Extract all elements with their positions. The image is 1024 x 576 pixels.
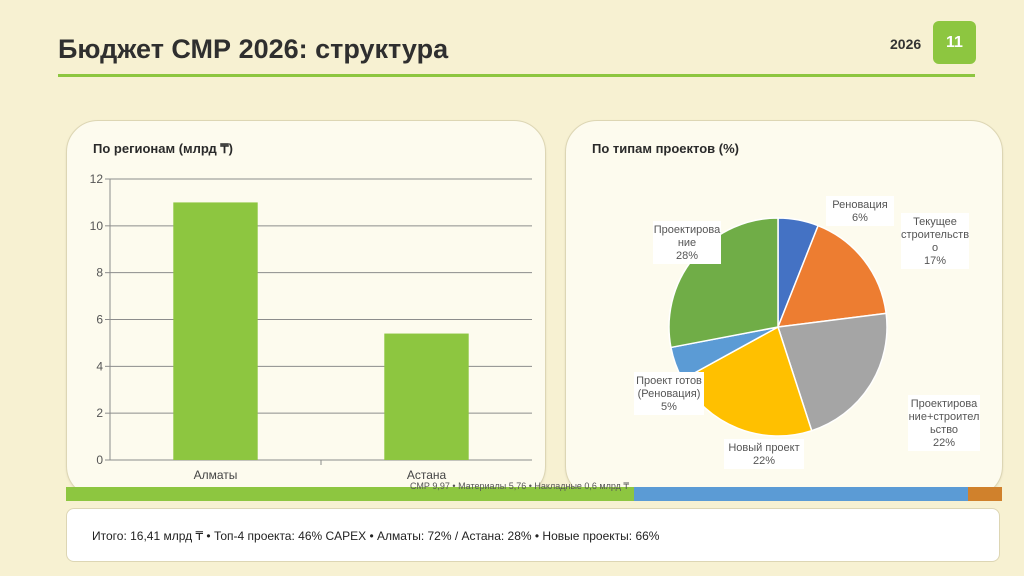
slice-label: Реновация 6%: [832, 199, 887, 224]
bar-1: [173, 202, 258, 460]
y-tick-label: 12: [90, 172, 104, 186]
region-bar-chart: 0 2 4 6 8 10 12 Алматы Астана: [90, 172, 532, 482]
region-chart-title: По регионам (млрд ₸): [93, 141, 234, 156]
y-tick-label: 6: [96, 313, 103, 327]
year-label: 2026: [890, 36, 922, 52]
slice-label-bg: [908, 395, 980, 451]
x-category-label: Алматы: [194, 468, 238, 482]
slice-label: Проектирова ние 28%: [654, 224, 721, 262]
y-tick-label: 8: [96, 266, 103, 280]
footer-strip-blue: [634, 487, 968, 501]
slice-label-bg: [653, 221, 721, 264]
slice-label-bg: [826, 196, 894, 226]
slice-label: Проект готов (Реновация) 5%: [636, 375, 702, 413]
strip-note: СМР 9,97 • Материалы 5,76 • Накладные 0,…: [410, 481, 630, 491]
slice-label: Текущее строительств о 17%: [901, 216, 969, 267]
slice-label-bg: [724, 439, 804, 469]
slice-label-bg: [634, 372, 704, 415]
slice-label-bg: [901, 213, 969, 269]
page-title: Бюджет СМР 2026: структура: [58, 34, 449, 64]
type-chart-panel: По типам проектов (%) Реновация 6% Текущее…: [565, 120, 1003, 498]
pie-slice-2: [776, 224, 887, 328]
title-divider: [58, 74, 975, 77]
region-chart-panel: По регионам (млрд ₸) 0 2 4 6 8 10 12 Алматы Аста…: [66, 120, 546, 498]
footer-strip-orange: [968, 487, 1002, 501]
slice-label: Новый проект 22%: [728, 442, 799, 467]
type-chart-title: По типам проектов (%): [592, 141, 739, 156]
type-pie-chart: Реновация 6% Текущее строительств о 17% Проект…: [634, 196, 980, 469]
y-tick-label: 10: [90, 219, 104, 233]
summary-text: Итого: 16,41 млрд ₸ • Топ-4 проекта: 46%…: [92, 529, 660, 543]
footer-strip-green: [66, 487, 634, 501]
page-number-badge: 11: [933, 21, 976, 64]
slice-label: Проектирова ние+строител ьство 22%: [909, 398, 980, 449]
bar-2: [384, 333, 469, 460]
pie-slice-3: [777, 312, 888, 432]
x-category-label: Астана: [407, 468, 447, 482]
y-tick-label: 0: [96, 453, 103, 467]
y-tick-label: 4: [96, 359, 103, 373]
summary-box: Итого: 16,41 млрд ₸ • Топ-4 проекта: 46%…: [66, 508, 1000, 562]
y-tick-label: 2: [96, 406, 103, 420]
